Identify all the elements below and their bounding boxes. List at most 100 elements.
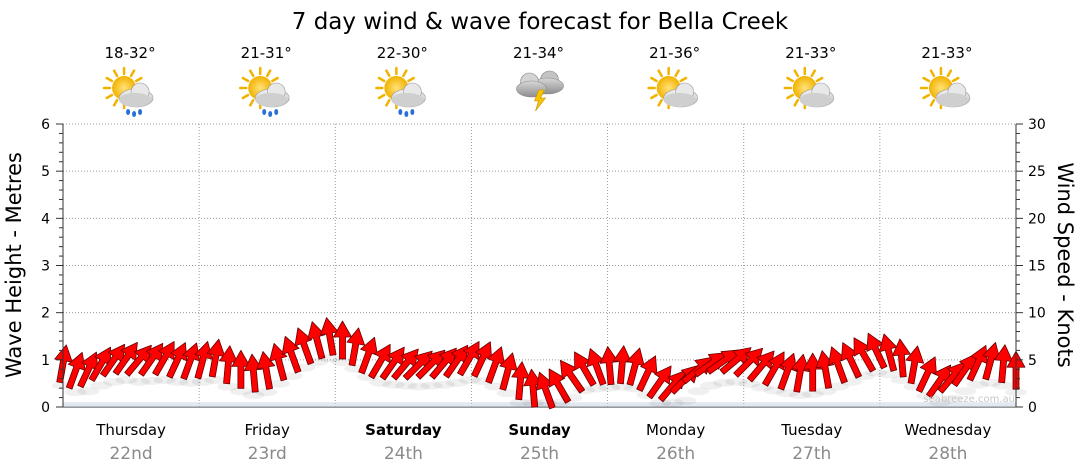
day-footer: Thursday 22nd Friday 23rd Saturday 24th Sunday…	[95, 421, 991, 464]
right-axis-title: Wind Speed - Knots	[1053, 162, 1077, 367]
raindrop	[404, 111, 409, 117]
cloud-base	[799, 93, 832, 107]
wind-arrow-shadow	[369, 378, 392, 387]
wind-arrow	[485, 346, 505, 384]
right-tick-label: 20	[1028, 211, 1046, 227]
wind-arrow-shadow	[839, 377, 862, 386]
sun-ray	[815, 76, 824, 83]
wind-arrow-shadow	[598, 383, 621, 392]
sun-ray	[105, 76, 114, 83]
wind-arrow	[777, 352, 798, 391]
sun-ray	[271, 76, 279, 83]
wind-arrow	[243, 353, 263, 393]
sun-ray	[786, 93, 794, 100]
cloud-base	[255, 93, 288, 107]
wind-arrow	[915, 356, 937, 393]
wind-arrow	[219, 345, 238, 385]
wind-arrow	[415, 349, 446, 380]
wind-arrow	[560, 359, 586, 394]
sun-ray	[385, 69, 391, 78]
sun-ray	[112, 69, 119, 78]
day-date: 23rd	[248, 444, 287, 464]
raindrop	[138, 109, 143, 115]
sun-ray	[112, 98, 119, 107]
sun-ray	[810, 69, 817, 78]
wind-arrow	[499, 352, 518, 391]
sun-cloud-rain-icon	[238, 66, 290, 117]
right-tick-label: 10	[1028, 306, 1046, 322]
raindrop	[268, 111, 273, 117]
wind-arrow-shadow	[242, 391, 265, 400]
wind-arrow	[853, 337, 876, 373]
wind-arrow-shadow	[966, 380, 989, 389]
wind-arrow-shadow	[890, 375, 913, 384]
wind-arrow-shadow	[217, 382, 240, 391]
left-tick-label: 4	[41, 211, 50, 227]
wind-arrow	[626, 347, 645, 386]
wind-arrow-shadow	[318, 354, 341, 363]
wind-arrow-shadow	[115, 375, 138, 384]
sun-cloud-rain-icon	[375, 66, 426, 117]
wind-arrow	[905, 345, 925, 385]
wind-arrow-shadow	[877, 370, 900, 379]
wind-arrow-shadow	[280, 372, 303, 381]
wind-arrow	[443, 344, 469, 379]
sun-ray	[377, 76, 386, 83]
wind-arrow	[636, 355, 658, 392]
sun-ray	[134, 76, 143, 83]
wind-arrow	[402, 350, 433, 381]
wind-arrow-shadow	[293, 363, 316, 372]
sun-ray	[265, 69, 272, 78]
wind-arrow-shadow	[941, 394, 964, 403]
wind-arrow-shadow	[776, 389, 799, 398]
wind-arrow-shadow	[979, 378, 1002, 387]
sun-ray	[248, 69, 255, 78]
day-temperature: 21-31°	[241, 44, 292, 62]
wind-arrow	[803, 352, 823, 392]
wind-arrow-shadow	[738, 379, 761, 388]
sun-ray	[105, 93, 114, 100]
wind-arrow-shadow	[64, 388, 87, 397]
wind-arrow-shadow	[928, 398, 951, 407]
sun-ray	[657, 69, 663, 78]
wind-arrow	[100, 343, 126, 378]
wind-arrow-shadow	[674, 396, 697, 405]
wind-arrow	[358, 336, 378, 375]
wind-arrow	[429, 347, 457, 380]
raindrop	[262, 109, 267, 115]
wind-arrow	[994, 344, 1013, 384]
wind-arrow-shadow	[509, 398, 532, 407]
sun-ray	[657, 98, 663, 107]
wind-arrow	[206, 338, 226, 378]
wind-arrow-shadow	[255, 388, 278, 397]
cloud-base	[935, 93, 968, 107]
sun-ray	[786, 76, 794, 83]
wind-arrow-shadow	[458, 375, 481, 384]
sun-cloud-rain-icon	[102, 66, 154, 117]
wind-arrow-shadow	[687, 387, 710, 396]
sun-ray	[793, 98, 800, 107]
wind-arrow	[791, 353, 810, 393]
sun-ray	[407, 76, 415, 83]
wind-arrow	[471, 341, 493, 378]
wind-arrow	[612, 345, 632, 385]
day-date: 24th	[384, 444, 423, 464]
wind-arrow	[231, 349, 251, 389]
day-name: Thursday	[95, 421, 166, 439]
wind-arrow-shadow	[204, 375, 227, 384]
day-name: Sunday	[508, 421, 571, 439]
wind-arrow	[982, 342, 1001, 381]
raindrop	[126, 109, 131, 115]
wind-arrow-shadow	[585, 384, 608, 393]
wind-arrow-shadow	[153, 375, 176, 384]
raindrop	[398, 109, 403, 115]
wind-arrow-shadow	[661, 399, 684, 407]
day-name: Friday	[244, 421, 290, 439]
sun-ray	[129, 69, 136, 78]
wind-arrow-shadow	[331, 358, 354, 367]
day-date: 27th	[792, 444, 831, 464]
wind-arrow	[124, 344, 152, 377]
wind-arrow	[320, 317, 339, 356]
sun-cloud-icon	[783, 66, 835, 110]
wind-arrow-shadow	[268, 379, 291, 388]
